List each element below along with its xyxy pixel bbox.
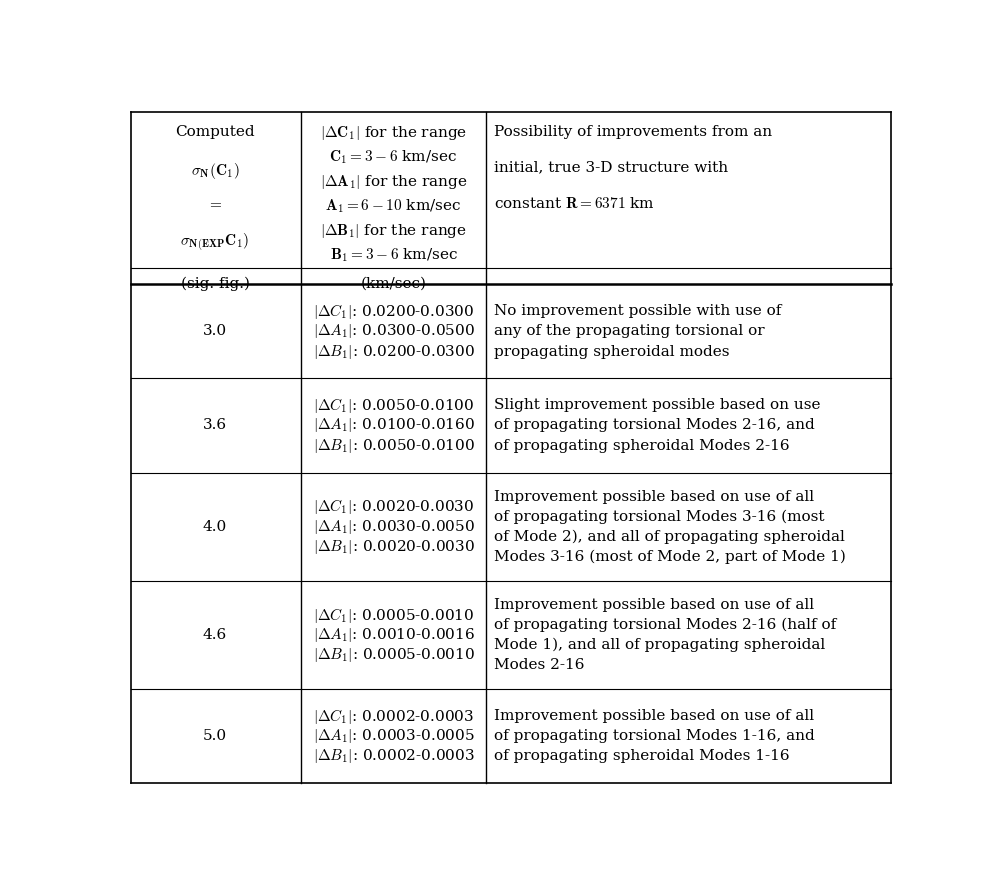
Text: any of the propagating torsional or: any of the propagating torsional or (494, 324, 765, 339)
Text: of propagating torsional Modes 2-16 (half of: of propagating torsional Modes 2-16 (hal… (494, 618, 836, 632)
Text: $|\Delta B_1|$: 0.0005-0.0010: $|\Delta B_1|$: 0.0005-0.0010 (312, 646, 475, 664)
Text: 5.0: 5.0 (203, 729, 227, 743)
Text: (km/sec): (km/sec) (361, 276, 427, 290)
Text: $|\Delta \mathbf{B_1}|$ for the range: $|\Delta \mathbf{B_1}|$ for the range (320, 222, 467, 240)
Text: $|\Delta C_1|$: 0.0020-0.0030: $|\Delta C_1|$: 0.0020-0.0030 (313, 497, 475, 516)
Text: Slight improvement possible based on use: Slight improvement possible based on use (494, 399, 821, 413)
Text: Possibility of improvements from an: Possibility of improvements from an (494, 126, 772, 139)
Text: $\mathbf{C_1} = \mathbf{3-6}$ km/sec: $\mathbf{C_1} = \mathbf{3-6}$ km/sec (329, 149, 458, 166)
Text: $=$: $=$ (207, 196, 223, 210)
Text: 3.6: 3.6 (203, 418, 227, 432)
Text: Improvement possible based on use of all: Improvement possible based on use of all (494, 598, 815, 612)
Text: (sig. fig.): (sig. fig.) (180, 276, 249, 291)
Text: $|\Delta C_1|$: 0.0002-0.0003: $|\Delta C_1|$: 0.0002-0.0003 (313, 706, 474, 726)
Text: 3.0: 3.0 (203, 324, 227, 339)
Text: of propagating spheroidal Modes 2-16: of propagating spheroidal Modes 2-16 (494, 438, 790, 453)
Text: No improvement possible with use of: No improvement possible with use of (494, 304, 782, 318)
Text: Mode 1), and all of propagating spheroidal: Mode 1), and all of propagating spheroid… (494, 638, 826, 652)
Text: of propagating spheroidal Modes 1-16: of propagating spheroidal Modes 1-16 (494, 750, 790, 764)
Text: $|\Delta B_1|$: 0.0050-0.0100: $|\Delta B_1|$: 0.0050-0.0100 (312, 437, 475, 454)
Text: $|\Delta B_1|$: 0.0020-0.0030: $|\Delta B_1|$: 0.0020-0.0030 (312, 537, 475, 556)
Text: $|\Delta B_1|$: 0.0200-0.0300: $|\Delta B_1|$: 0.0200-0.0300 (312, 342, 475, 361)
Text: Improvement possible based on use of all: Improvement possible based on use of all (494, 490, 815, 504)
Text: Computed: Computed (175, 126, 255, 139)
Text: $|\Delta B_1|$: 0.0002-0.0003: $|\Delta B_1|$: 0.0002-0.0003 (313, 747, 475, 766)
Text: $|\Delta A_1|$: 0.0100-0.0160: $|\Delta A_1|$: 0.0100-0.0160 (313, 416, 475, 434)
Text: of Mode 2), and all of propagating spheroidal: of Mode 2), and all of propagating spher… (494, 530, 844, 544)
Text: $|\Delta C_1|$: 0.0005-0.0010: $|\Delta C_1|$: 0.0005-0.0010 (313, 606, 475, 624)
Text: Modes 3-16 (most of Mode 2, part of Mode 1): Modes 3-16 (most of Mode 2, part of Mode… (494, 550, 845, 564)
Text: initial, true 3-D structure with: initial, true 3-D structure with (494, 161, 728, 174)
Text: 4.0: 4.0 (203, 520, 227, 534)
Text: $|\Delta A_1|$: 0.0003-0.0005: $|\Delta A_1|$: 0.0003-0.0005 (313, 728, 475, 745)
Text: $|\Delta A_1|$: 0.0030-0.0050: $|\Delta A_1|$: 0.0030-0.0050 (313, 518, 475, 536)
Text: of propagating torsional Modes 1-16, and: of propagating torsional Modes 1-16, and (494, 729, 815, 743)
Text: $\sigma_{\mathbf{N}(\mathbf{EXP}}\mathbf{C_1})$: $\sigma_{\mathbf{N}(\mathbf{EXP}}\mathbf… (180, 232, 249, 253)
Text: Modes 2-16: Modes 2-16 (494, 659, 584, 672)
Text: $|\Delta C_1|$: 0.0050-0.0100: $|\Delta C_1|$: 0.0050-0.0100 (313, 396, 475, 415)
Text: $\mathbf{A_1} = \mathbf{6-10}$ km/sec: $\mathbf{A_1} = \mathbf{6-10}$ km/sec (325, 197, 462, 215)
Text: $\sigma_{\mathbf{N}}(\mathbf{C_1})$: $\sigma_{\mathbf{N}}(\mathbf{C_1})$ (190, 161, 239, 180)
Text: Improvement possible based on use of all: Improvement possible based on use of all (494, 709, 815, 723)
Text: of propagating torsional Modes 3-16 (most: of propagating torsional Modes 3-16 (mos… (494, 509, 825, 524)
Text: 4.6: 4.6 (203, 629, 227, 642)
Text: $|\Delta \mathbf{A_1}|$ for the range: $|\Delta \mathbf{A_1}|$ for the range (320, 172, 468, 191)
Text: of propagating torsional Modes 2-16, and: of propagating torsional Modes 2-16, and (494, 418, 815, 432)
Text: $|\Delta C_1|$: 0.0200-0.0300: $|\Delta C_1|$: 0.0200-0.0300 (313, 301, 475, 321)
Text: $|\Delta A_1|$: 0.0300-0.0500: $|\Delta A_1|$: 0.0300-0.0500 (313, 323, 475, 340)
Text: $\mathbf{B_1} = \mathbf{3-6}$ km/sec: $\mathbf{B_1} = \mathbf{3-6}$ km/sec (329, 247, 458, 264)
Text: $|\Delta A_1|$: 0.0010-0.0016: $|\Delta A_1|$: 0.0010-0.0016 (313, 626, 475, 644)
Text: $|\Delta \mathbf{C_1}|$ for the range: $|\Delta \mathbf{C_1}|$ for the range (320, 124, 467, 141)
Text: propagating spheroidal modes: propagating spheroidal modes (494, 345, 730, 359)
Text: constant $\mathbf{R = 6371}$ km: constant $\mathbf{R = 6371}$ km (494, 196, 655, 211)
